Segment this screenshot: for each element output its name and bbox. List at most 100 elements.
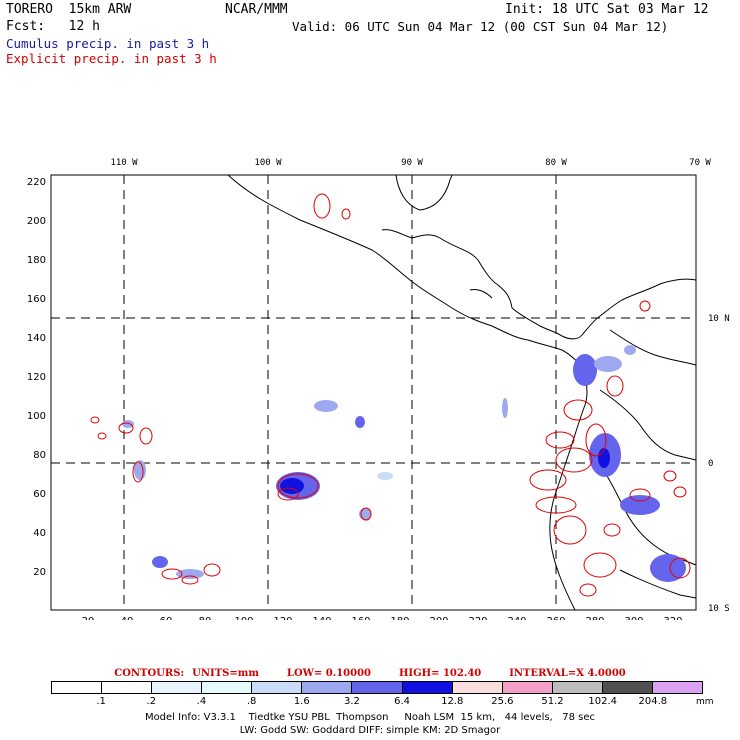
lon-label: 90 W — [401, 158, 423, 168]
contour-high: HIGH= 102.40 — [398, 668, 482, 679]
contour-label: CONTOURS: — [114, 668, 185, 679]
precip-contour — [203, 563, 221, 577]
colorbar-label: 6.4 — [394, 696, 411, 707]
precip-contour — [603, 523, 621, 537]
colorbar-cell — [402, 682, 453, 693]
precip-contour — [139, 427, 153, 445]
precip-contour — [161, 568, 183, 580]
x-tick-label: 300 — [624, 616, 643, 620]
valid-time: Valid: 06 UTC Sun 04 Mar 12 (00 CST Sun … — [292, 19, 669, 34]
precip-contour — [181, 575, 199, 585]
precip-cell — [152, 556, 168, 568]
contour-low: LOW= 0.10000 — [286, 668, 371, 679]
forecast-hour: Fcst: 12 h — [6, 19, 100, 34]
x-tick-label: 40 — [121, 616, 134, 620]
precip-cell — [176, 569, 204, 579]
precip-cell — [122, 420, 134, 428]
colorbar-cell — [552, 682, 603, 693]
x-tick-label: 60 — [160, 616, 173, 620]
precip-cell — [573, 354, 597, 386]
init-time: Init: 18 UTC Sat 03 Mar 12 — [505, 2, 709, 17]
lat-labels: 10 N 0 10 S — [708, 314, 730, 614]
precip-cell — [594, 356, 622, 372]
precip-contour — [585, 423, 607, 457]
precip-contour — [673, 486, 687, 498]
x-tick-label: 180 — [390, 616, 409, 620]
y-tick-label: 120 — [27, 372, 46, 383]
precip-cell — [355, 416, 365, 428]
colorbar-label: 1.6 — [293, 696, 310, 707]
precip-contour — [277, 487, 299, 501]
lon-labels: 110 W 100 W 90 W 80 W 70 W — [110, 158, 711, 168]
precip-contour — [341, 208, 351, 220]
colorbar-cell — [502, 682, 553, 693]
precip-cell — [650, 554, 686, 582]
lat-label: 10 N — [708, 314, 730, 324]
y-tick-label: 180 — [27, 255, 46, 266]
x-tick-label: 100 — [234, 616, 253, 620]
colorbar-cell — [52, 682, 103, 693]
field-cumulus-label: Cumulus precip. in past 3 h — [6, 36, 210, 51]
colorbar — [51, 681, 703, 694]
colorbar-cell — [102, 682, 153, 693]
y-tick-label: 200 — [27, 216, 46, 227]
precip-contour — [579, 583, 597, 597]
precip-contour — [90, 416, 100, 424]
contour-units: UNITS=mm — [192, 668, 259, 679]
lon-label: 70 W — [689, 158, 711, 168]
colorbar-label: .8 — [246, 696, 257, 707]
x-tick-label: 320 — [663, 616, 682, 620]
colorbar-label: .1 — [96, 696, 106, 707]
colorbar-label: .4 — [196, 696, 207, 707]
field-explicit-label: Explicit precip. in past 3 h — [6, 51, 217, 66]
contour-info: CONTOURS: UNITS=mm LOW= 0.10000 HIGH= 102.4… — [0, 668, 740, 679]
y-tick-labels: 220 200 180 160 140 120 100 80 60 40 20 — [27, 177, 46, 578]
colorbar-cell — [152, 682, 203, 693]
y-tick-label: 140 — [27, 333, 46, 344]
lat-label: 10 S — [708, 604, 730, 614]
colorbar-cell — [652, 682, 703, 693]
model-info: Model Info: V3.3.1 Tiedtke YSU PBL Thomp… — [144, 712, 596, 723]
organization: NCAR/MMM — [225, 2, 288, 17]
precip-contour — [529, 469, 567, 491]
colorbar-cell — [352, 682, 403, 693]
x-tick-label: 140 — [312, 616, 331, 620]
x-tick-label: 20 — [82, 616, 95, 620]
x-tick-label: 260 — [546, 616, 565, 620]
colorbar-labels: .1 .2 .4 .8 1.6 3.2 6.4 12.8 25.6 51.2 102.4 204.8 — [51, 696, 703, 708]
lon-label: 110 W — [110, 158, 138, 168]
map-panel: 220 200 180 160 140 120 100 80 60 40 20 … — [0, 150, 740, 620]
colorbar-label: 3.2 — [343, 696, 360, 707]
precip-contour — [639, 300, 651, 312]
precip-contour — [629, 488, 651, 502]
colorbar-label: .2 — [146, 696, 157, 707]
y-tick-label: 20 — [33, 567, 46, 578]
colorbar-cell — [202, 682, 253, 693]
precip-contour — [132, 461, 144, 483]
precip-cell — [280, 478, 304, 494]
contour-interval: INTERVAL=X 4.0000 — [509, 668, 626, 679]
model-physics: LW: Godd SW: Goddard DIFF: simple KM: 2D… — [239, 725, 501, 736]
x-tick-label: 80 — [199, 616, 212, 620]
model-name: TORERO 15km ARW — [6, 2, 132, 17]
colorbar-cell — [252, 682, 303, 693]
precip-contour — [583, 552, 617, 578]
y-tick-label: 60 — [33, 489, 46, 500]
colorbar-cell — [452, 682, 503, 693]
y-tick-label: 40 — [33, 528, 46, 539]
lon-label: 80 W — [545, 158, 567, 168]
precip-contour — [606, 375, 624, 397]
x-tick-label: 200 — [429, 616, 448, 620]
colorbar-units: mm — [696, 697, 714, 707]
y-tick-label: 100 — [27, 411, 46, 422]
x-tick-labels: 20 40 60 80 100 120 140 160 180 200 220 … — [82, 616, 683, 620]
colorbar-cell — [302, 682, 353, 693]
precip-contour — [663, 470, 677, 482]
x-tick-label: 160 — [351, 616, 370, 620]
precip-cell — [624, 345, 636, 355]
precip-map: 220 200 180 160 140 120 100 80 60 40 20 … — [27, 158, 730, 620]
precip-cell — [502, 398, 508, 418]
colorbar-cell — [602, 682, 653, 693]
colorbar-label: 102.4 — [588, 696, 618, 707]
colorbar-label: 25.6 — [491, 696, 514, 707]
